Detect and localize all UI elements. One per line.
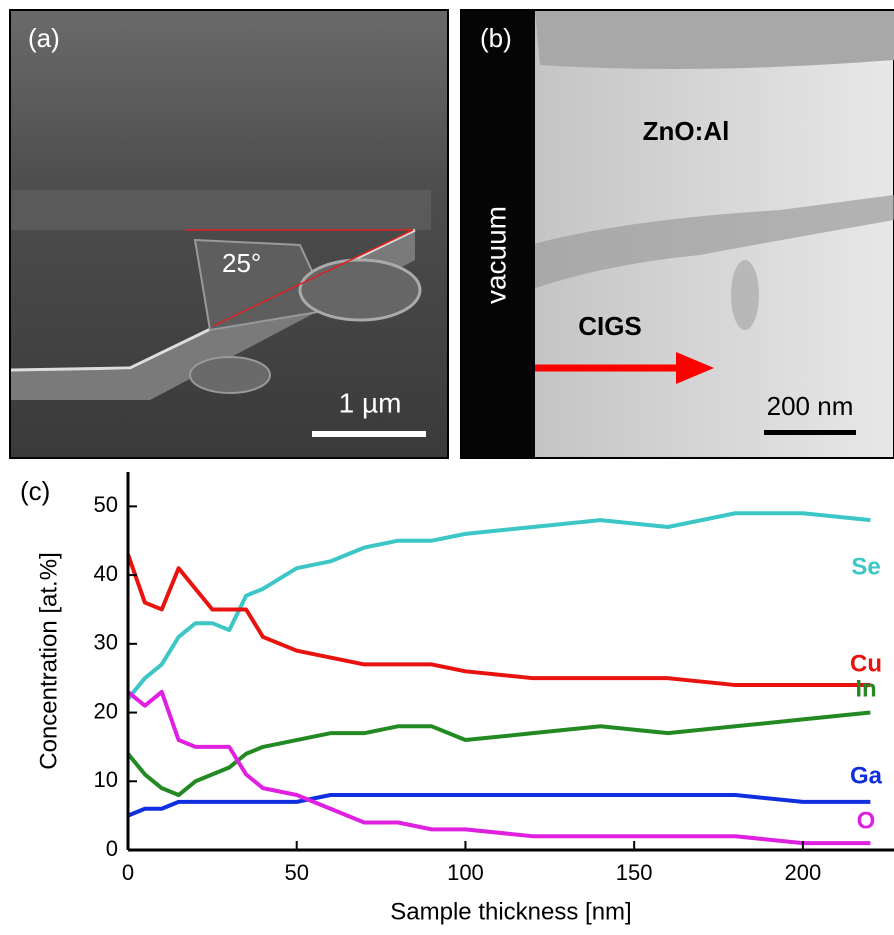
panel-b: (b) ZnO:Al vacuum CIGS 200 nm <box>461 10 894 458</box>
angle-label: 25° <box>222 248 261 278</box>
series-line <box>128 513 870 699</box>
scale-label: 1 µm <box>339 387 402 418</box>
panel-a: (a) 25° 1 µm <box>10 10 448 458</box>
x-tick-label: 100 <box>447 860 484 885</box>
series-label: In <box>855 675 876 702</box>
y-axis-label: Concentration [at.%] <box>35 552 62 769</box>
series-label: Se <box>851 553 880 580</box>
vacuum-label: vacuum <box>480 206 511 304</box>
x-tick-label: 200 <box>785 860 822 885</box>
series-label: Cu <box>850 650 882 677</box>
panel-label: (c) <box>20 476 50 506</box>
x-tick-label: 0 <box>122 860 134 885</box>
layer-label: CIGS <box>578 311 642 341</box>
x-axis-label: Sample thickness [nm] <box>390 898 631 925</box>
series-label: Ga <box>850 762 883 789</box>
chart: (c) Concentration [at.%] Sample thicknes… <box>20 472 894 925</box>
series-line <box>128 554 870 685</box>
y-tick-label: 30 <box>94 630 118 655</box>
y-tick-label: 0 <box>106 836 118 861</box>
panel-label: (a) <box>28 23 60 53</box>
x-tick-label: 150 <box>616 860 653 885</box>
figure: (a) 25° 1 µm (b) ZnO:Al vacuum CIGS 200 … <box>0 0 894 930</box>
grain <box>190 357 270 393</box>
series-label: O <box>857 807 876 834</box>
scale-bar <box>764 430 856 435</box>
y-tick-label: 20 <box>94 698 118 723</box>
x-tick-label: 50 <box>284 860 308 885</box>
y-tick-label: 50 <box>94 492 118 517</box>
layer-label: ZnO:Al <box>643 116 730 146</box>
scale-bar <box>312 431 426 437</box>
series-line <box>128 692 870 843</box>
grain <box>300 260 420 320</box>
panel-label: (b) <box>480 23 512 53</box>
series-line <box>128 795 870 816</box>
y-tick-label: 10 <box>94 767 118 792</box>
void <box>731 260 759 330</box>
series-line <box>128 713 870 795</box>
y-tick-label: 40 <box>94 561 118 586</box>
layer <box>11 190 431 230</box>
scale-label: 200 nm <box>767 391 854 421</box>
top-layer <box>535 11 894 69</box>
